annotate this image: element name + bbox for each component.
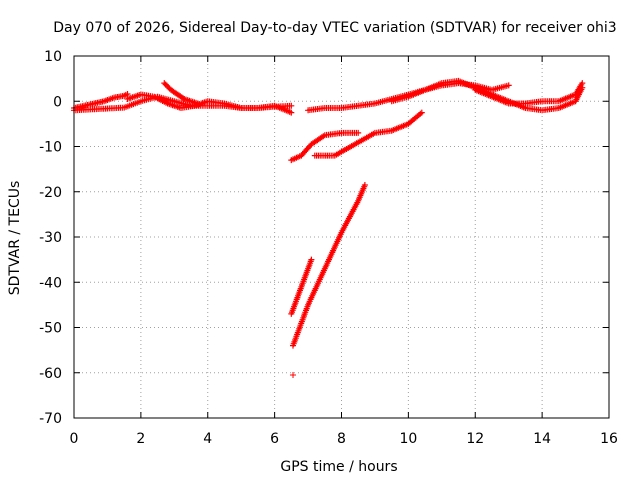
series-bump	[161, 80, 201, 107]
x-tick-label: 14	[533, 431, 551, 447]
series-points	[472, 80, 586, 107]
y-tick-label: -40	[39, 275, 62, 291]
plot-frame	[73, 55, 610, 419]
x-tick-label: 0	[70, 431, 79, 447]
x-tick-label: 2	[136, 431, 145, 447]
y-tick-label: -30	[39, 230, 62, 246]
series-outlier	[290, 372, 297, 379]
y-tick-label: -60	[39, 366, 62, 382]
data-series	[71, 77, 586, 379]
series-points	[290, 182, 368, 349]
series-dip-1	[288, 129, 362, 164]
series-steep-1	[288, 256, 315, 317]
y-axis-label: SDTVAR / TECUs	[7, 181, 23, 296]
y-tick-label: -50	[39, 321, 62, 337]
y-tick-label: 0	[53, 94, 62, 110]
y-tick-label: -10	[39, 140, 62, 156]
x-tick-label: 4	[203, 431, 212, 447]
series-dip-2	[311, 109, 425, 159]
x-tick-label: 8	[337, 431, 346, 447]
x-tick-label: 10	[399, 431, 417, 447]
y-tick-label: 10	[44, 49, 62, 65]
grid-lines	[74, 56, 609, 418]
x-tick-label: 6	[270, 431, 279, 447]
series-points	[311, 109, 425, 159]
y-tick-label: -70	[39, 411, 62, 427]
plus-marker	[290, 372, 297, 379]
x-axis-label: GPS time / hours	[280, 459, 397, 475]
series-tail	[472, 80, 586, 107]
series-points	[288, 129, 362, 164]
chart-title: Day 070 of 2026, Sidereal Day-to-day VTE…	[53, 20, 616, 36]
y-tick-label: -20	[39, 185, 62, 201]
series-points	[288, 256, 315, 317]
series-steep-2	[290, 182, 368, 349]
tick-labels: 0 2 4 6 8 10 12 14 16 10 0 -10 -20 -30 -40 -50 -60 -70	[39, 49, 618, 447]
x-tick-label: 16	[600, 431, 618, 447]
x-tick-label: 12	[466, 431, 484, 447]
series-points	[161, 80, 201, 107]
